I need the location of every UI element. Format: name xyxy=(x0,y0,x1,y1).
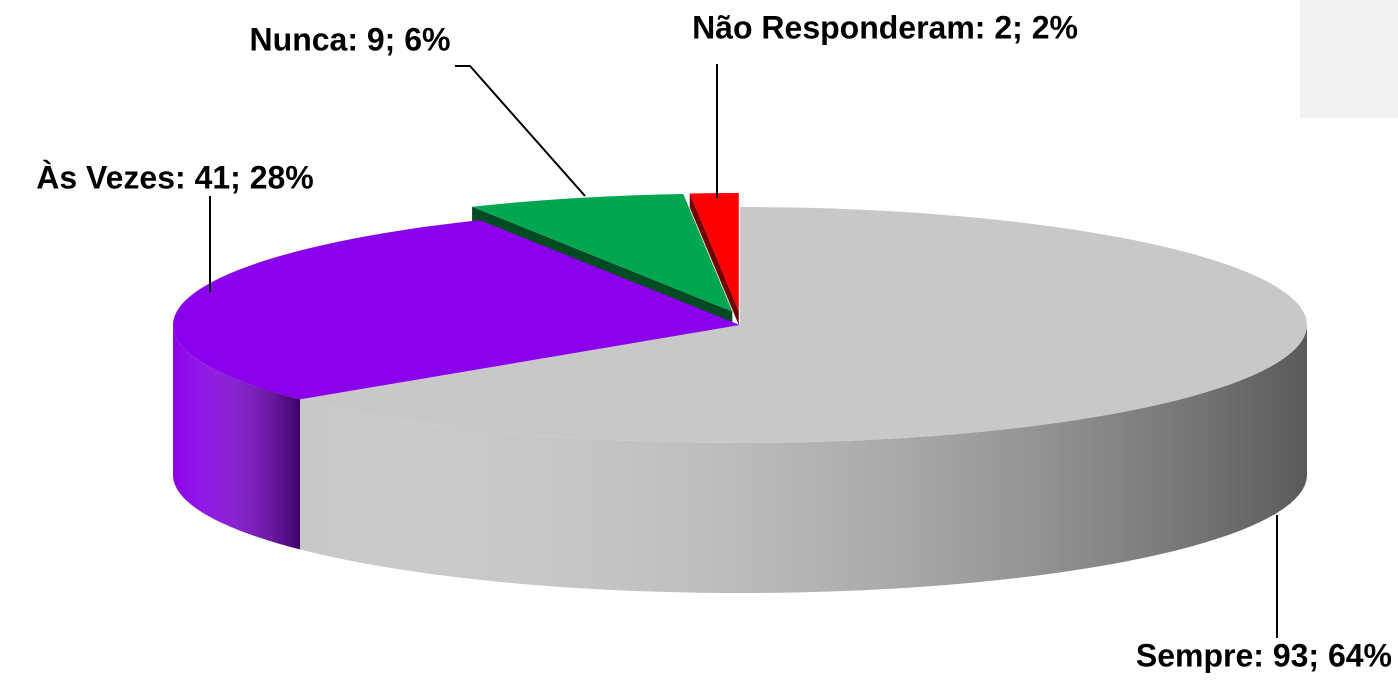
data-label: Nunca: 9; 6% xyxy=(250,21,451,57)
chart: Sempre: 93; 64% Às Vezes: 41; 28% Nunca: 9… xyxy=(0,0,1398,681)
data-label: Não Responderam: 2; 2% xyxy=(692,9,1078,45)
data-label: Às Vezes: 41; 28% xyxy=(36,159,314,195)
pie-tops xyxy=(173,193,1307,443)
corner-image xyxy=(1300,0,1398,118)
data-label: Sempre: 93; 64% xyxy=(1136,637,1392,673)
leader-line xyxy=(455,66,585,196)
